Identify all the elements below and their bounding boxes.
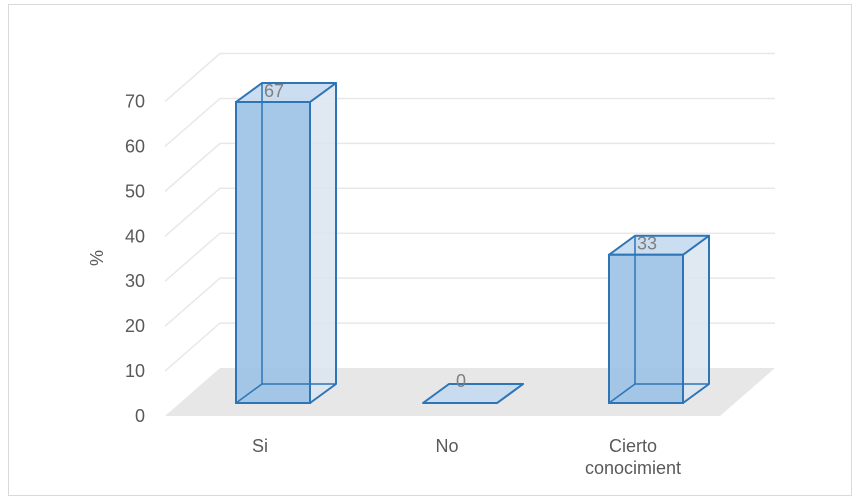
data-label: 67 xyxy=(264,81,284,101)
gridline xyxy=(164,97,775,148)
y-tick-label: 70 xyxy=(125,92,145,112)
gridline xyxy=(164,232,775,282)
bar-side-face xyxy=(309,82,337,404)
data-label: 0 xyxy=(456,371,466,391)
bar-top-face xyxy=(422,383,524,404)
data-label: 33 xyxy=(637,234,657,254)
y-axis-title: % xyxy=(87,250,107,266)
y-tick-label: 0 xyxy=(135,406,145,426)
bar-back-edge xyxy=(235,383,263,404)
y-tick-label: 60 xyxy=(125,136,145,156)
x-tick-label: conocimient xyxy=(585,458,681,478)
bar xyxy=(235,82,337,404)
bar-side-face xyxy=(682,234,710,404)
y-tick-label: 30 xyxy=(125,271,145,291)
bar xyxy=(422,383,524,404)
x-tick-label: Si xyxy=(252,436,268,456)
x-tick-label: No xyxy=(435,436,458,456)
bar-front-face xyxy=(235,101,311,404)
gridline xyxy=(164,322,775,372)
y-tick-label: 10 xyxy=(125,361,145,381)
x-tick-label: Cierto xyxy=(609,436,657,456)
bar-back-edge xyxy=(608,383,636,404)
y-tick-label: 20 xyxy=(125,316,145,336)
gridline xyxy=(164,277,775,327)
gridline xyxy=(164,187,775,237)
y-tick-label: 50 xyxy=(125,181,145,201)
y-tick-label: 40 xyxy=(125,226,145,246)
bar-front-face xyxy=(608,253,684,404)
bar xyxy=(608,234,710,404)
gridline xyxy=(164,52,775,103)
gridline xyxy=(164,142,775,192)
